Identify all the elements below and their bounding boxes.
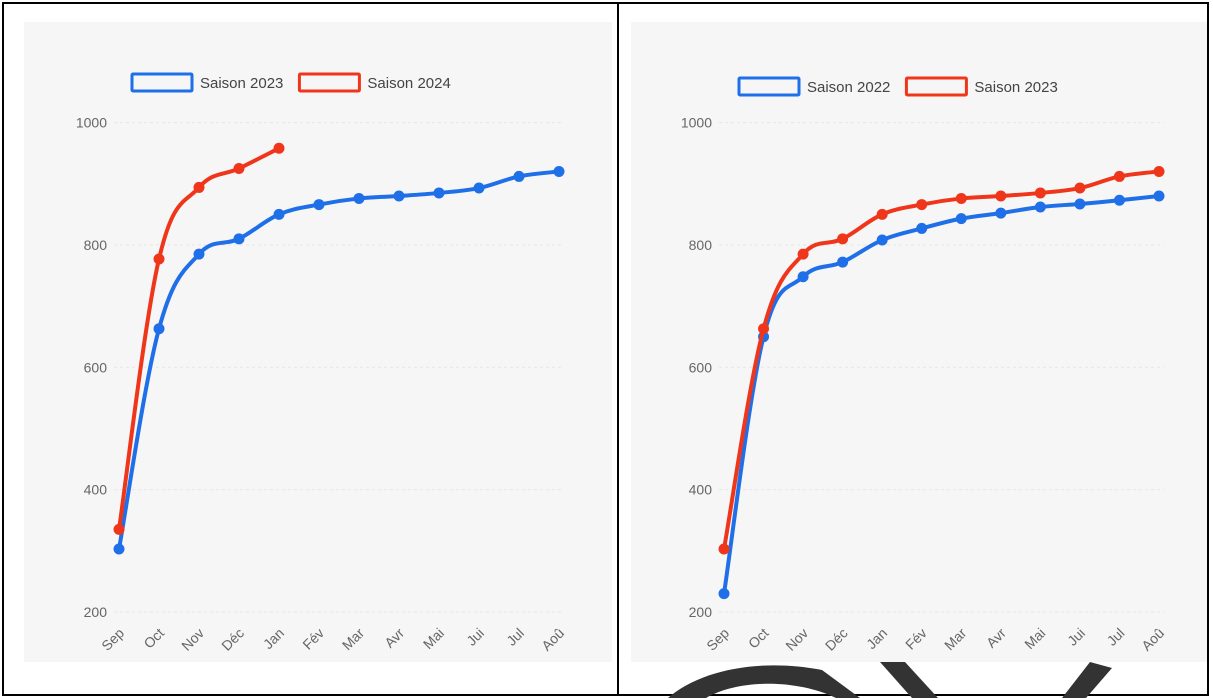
data-point [995, 207, 1007, 219]
x-tick-label: Sep [98, 625, 127, 654]
x-tick-label: Jui [1064, 625, 1088, 649]
x-tick-label: Mai [1021, 625, 1048, 652]
x-tick-label: Jul [1104, 625, 1128, 649]
data-point [113, 523, 125, 535]
data-point [837, 256, 849, 268]
x-tick-label: Nov [782, 625, 811, 654]
legend-label: Saison 2024 [367, 75, 450, 92]
data-point [393, 190, 405, 202]
chart-panel-right: 200 400 600 800 1000 Sep Oct Nov Déc Jan Fév Mar Avr… [631, 22, 1207, 662]
legend-swatch [737, 76, 801, 97]
data-point [837, 233, 849, 245]
x-tick-label: Avr [381, 625, 407, 651]
data-point [433, 187, 445, 199]
legend-swatch [904, 76, 968, 97]
x-tick-label: Nov [178, 625, 207, 654]
data-point [797, 271, 809, 283]
data-point [797, 248, 809, 260]
x-tick-label: Mar [941, 625, 970, 654]
decorative-swoosh [668, 662, 1112, 698]
data-point [1034, 201, 1046, 213]
x-tick-label: Fév [902, 625, 930, 653]
data-point [955, 213, 967, 225]
table-cell-divider [617, 2, 619, 696]
legend-label: Saison 2023 [200, 75, 283, 92]
legend-label: Saison 2023 [974, 79, 1057, 96]
legend-swatch [130, 72, 194, 93]
data-point [758, 323, 770, 335]
data-point [233, 162, 245, 174]
data-point [153, 323, 165, 335]
x-tick-label: Oct [140, 625, 167, 652]
data-point [553, 166, 565, 178]
data-point [313, 199, 325, 211]
data-point [113, 543, 125, 555]
data-point [473, 182, 485, 194]
data-point [1034, 187, 1046, 199]
x-tick-label: Mai [420, 625, 447, 652]
y-tick-label: 200 [689, 604, 713, 620]
data-point [193, 248, 205, 260]
data-point [1074, 198, 1086, 210]
line-chart-left: 200 400 600 800 1000 Sep Oct Nov Déc Jan Fév Mar Avr… [76, 72, 567, 654]
x-tick-label: Déc [822, 625, 851, 654]
data-point [153, 253, 165, 265]
x-tick-label: Jui [463, 625, 487, 649]
data-point [1153, 166, 1165, 178]
x-tick-label: Jan [863, 625, 890, 652]
line-chart-right: 200 400 600 800 1000 Sep Oct Nov Déc Jan Fév Mar Avr… [681, 76, 1167, 654]
x-tick-label: Fév [299, 625, 327, 653]
series-line [722, 169, 1161, 551]
data-point [1074, 182, 1086, 194]
y-tick-label: 1000 [681, 115, 712, 131]
y-tick-label: 600 [689, 359, 713, 375]
data-point [916, 199, 928, 211]
data-point [718, 588, 730, 600]
x-tick-label: Avr [983, 625, 1009, 651]
x-tick-label: Jan [260, 625, 287, 652]
x-tick-label: Jul [503, 625, 527, 649]
series-line [117, 169, 561, 551]
data-point [718, 543, 730, 555]
y-tick-label: 1000 [76, 115, 107, 131]
data-point [273, 142, 285, 154]
x-tick-label: Sep [703, 625, 732, 654]
series-line [722, 194, 1161, 596]
x-tick-label: Mar [339, 625, 368, 654]
y-tick-label: 400 [689, 482, 713, 498]
data-point [916, 222, 928, 234]
data-point [876, 234, 888, 246]
series-line [117, 146, 281, 532]
data-point [995, 190, 1007, 202]
data-point [233, 233, 245, 245]
y-tick-label: 800 [84, 237, 108, 253]
y-tick-label: 600 [84, 359, 108, 375]
chart-panel-left: 200 400 600 800 1000 Sep Oct Nov Déc Jan Fév Mar Avr… [24, 22, 612, 662]
x-tick-label: Oct [745, 625, 772, 652]
data-point [353, 192, 365, 204]
data-point [193, 181, 205, 193]
legend-swatch [297, 72, 361, 93]
data-point [273, 208, 285, 220]
legend-label: Saison 2022 [807, 79, 890, 96]
y-tick-label: 400 [84, 482, 108, 498]
data-point [955, 192, 967, 204]
data-point [1153, 190, 1165, 202]
x-tick-label: Déc [218, 625, 247, 654]
data-point [1113, 194, 1125, 206]
data-point [513, 170, 525, 182]
data-point [876, 208, 888, 220]
data-point [1113, 170, 1125, 182]
x-tick-label: Aoû [1138, 625, 1167, 654]
y-tick-label: 200 [84, 604, 108, 620]
x-tick-label: Aoû [538, 625, 567, 654]
y-tick-label: 800 [689, 237, 713, 253]
